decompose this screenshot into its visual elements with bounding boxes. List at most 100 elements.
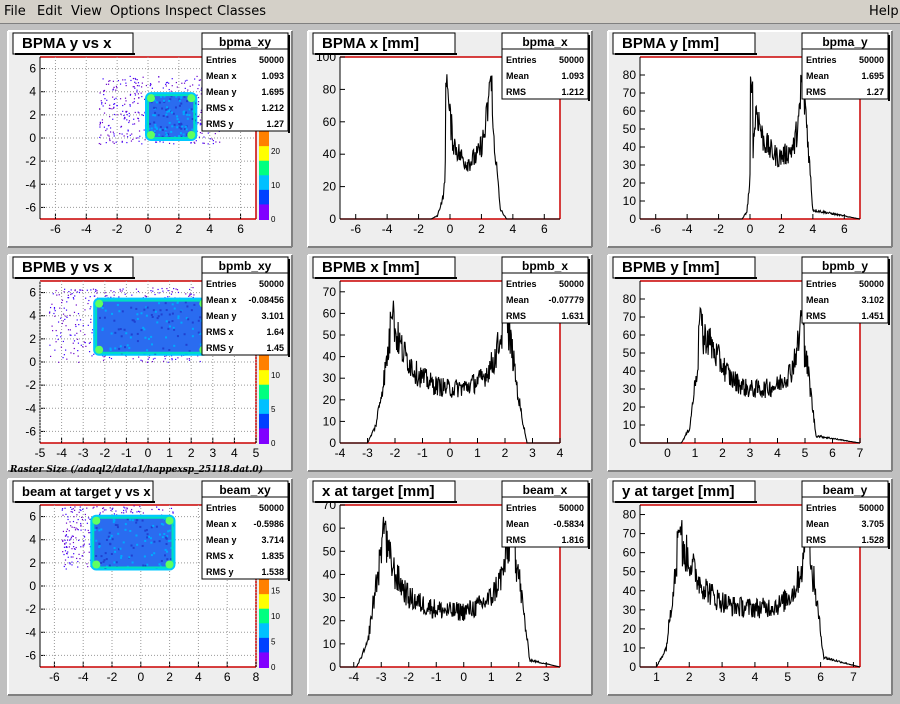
scatter-point — [63, 291, 65, 293]
pad-title-box[interactable]: BPMB y [mm] — [612, 256, 757, 279]
density-cell — [170, 558, 173, 561]
menu-edit[interactable]: Edit — [37, 4, 63, 19]
scatter-point — [128, 121, 130, 124]
density-cell — [168, 121, 171, 124]
scatter-point — [168, 82, 170, 84]
scatter-point — [74, 334, 76, 336]
menu-help[interactable]: Help — [869, 4, 899, 19]
pad-title: x at target [mm] — [322, 483, 435, 500]
scatter-point — [113, 291, 115, 293]
scatter-point — [175, 358, 177, 360]
scatter-point — [209, 138, 211, 140]
pad-title-box[interactable]: BPMA y vs x — [12, 32, 135, 55]
pad-title-box[interactable]: beam at target y vs x — [12, 480, 155, 503]
stats-box[interactable]: bpmb_x Entries 50000 Mean -0.07779 RMS 1.631 — [501, 256, 590, 325]
scatter-point — [65, 534, 68, 536]
y-tick-label: 70 — [623, 527, 637, 541]
scatter-point — [158, 508, 160, 511]
density-cell — [154, 111, 157, 114]
density-cell — [98, 542, 101, 545]
scatter-point — [80, 524, 82, 526]
y-tick-label: 50 — [323, 328, 337, 342]
pad-title-box[interactable]: y at target [mm] — [612, 480, 757, 503]
scatter-point — [199, 119, 202, 121]
menu-file[interactable]: File — [4, 4, 26, 19]
density-cell — [143, 328, 146, 331]
pad-title-box[interactable]: BPMB x [mm] — [312, 256, 457, 279]
y-tick-label: 30 — [623, 603, 637, 617]
density-cell — [192, 110, 195, 113]
stats-box[interactable]: beam_y Entries 50000 Mean 3.705 RMS 1.528 — [801, 480, 890, 549]
scatter-point — [72, 520, 75, 523]
stats-box[interactable]: bpma_xy Entries 50000 Mean x 1.093 Mean y 1.69… — [201, 32, 290, 133]
scatter-point — [111, 508, 113, 511]
scatter-point — [197, 103, 200, 105]
scatter-point — [76, 557, 78, 560]
scatter-point — [112, 96, 114, 98]
scatter-point — [119, 83, 122, 85]
scatter-point — [125, 511, 127, 513]
density-cell — [165, 320, 168, 323]
stats-box[interactable]: beam_x Entries 50000 Mean -0.5834 RMS 1.816 — [501, 480, 590, 549]
pad-title-box[interactable]: BPMA y [mm] — [612, 32, 757, 55]
x-tick-label: 0 — [447, 222, 454, 236]
scatter-point — [121, 140, 123, 142]
pad-bpmb_y[interactable]: 0 1 2 3 4 5 6 7 80 70 60 50 40 30 20 10 0 BPMB y [mm] bpmb… — [607, 254, 893, 472]
scatter-point — [105, 142, 107, 144]
density-cell — [109, 537, 112, 540]
scatter-point — [127, 130, 129, 132]
pad-bpma_y[interactable]: -6 -4 -2 0 2 4 6 80 70 60 50 40 30 20 10 0 BPMA y [mm] bp… — [607, 30, 893, 248]
x-tick-label: -4 — [348, 670, 359, 684]
scatter-point — [88, 532, 90, 534]
scatter-point — [177, 357, 179, 359]
stats-box[interactable]: bpmb_xy Entries 50000 Mean x -0.08456 Mean y 3… — [201, 256, 290, 357]
density-cell — [182, 133, 185, 136]
stats-box-border — [501, 32, 589, 100]
scatter-point — [99, 512, 101, 514]
pad-title-box[interactable]: x at target [mm] — [312, 480, 457, 503]
scatter-point — [197, 96, 200, 99]
y-tick-label: 50 — [623, 122, 637, 136]
pad-title: BPMA y [mm] — [622, 35, 719, 52]
scatter-point — [74, 289, 76, 291]
menu-classes[interactable]: Classes — [217, 4, 266, 19]
scatter-point — [142, 512, 144, 514]
stats-key: RMS x — [206, 551, 234, 561]
menu-view[interactable]: View — [71, 4, 102, 19]
stats-key: RMS — [806, 311, 826, 321]
scatter-point — [81, 289, 84, 291]
pad-title-box[interactable]: BPMA x [mm] — [312, 32, 457, 55]
scatter-point — [64, 535, 67, 537]
menu-inspect[interactable]: Inspect — [165, 4, 213, 19]
scatter-point — [67, 518, 69, 521]
scatter-point — [71, 535, 73, 537]
stats-box[interactable]: bpma_y Entries 50000 Mean 1.695 RMS 1.27 — [801, 32, 890, 101]
x-tick-label: 6 — [224, 670, 231, 684]
pad-bpmb_x[interactable]: -4 -3 -2 -1 0 1 2 3 4 70 60 50 40 30 20 10 0 BPMB x [mm] b… — [307, 254, 593, 472]
scatter-point — [86, 563, 88, 565]
density-cell — [114, 331, 117, 334]
density-cell — [177, 315, 180, 318]
stats-box[interactable]: bpmb_y Entries 50000 Mean 3.102 RMS 1.451 — [801, 256, 890, 325]
palette-label: 10 — [271, 181, 280, 190]
menu-options[interactable]: Options — [110, 4, 161, 19]
stats-box[interactable]: bpma_x Entries 50000 Mean 1.093 RMS 1.212 — [501, 32, 590, 101]
scatter-point — [102, 359, 105, 361]
pad-title-box[interactable]: BPMB y vs x — [12, 256, 135, 279]
density-cell — [154, 310, 157, 313]
scatter-point — [79, 330, 82, 332]
y-tick-label: 6 — [29, 286, 36, 300]
scatter-point — [173, 287, 175, 290]
pad-beam_y[interactable]: 1 2 3 4 5 6 7 80 70 60 50 40 30 20 10 0 y at target [mm]… — [607, 478, 893, 696]
stats-box[interactable]: beam_xy Entries 50000 Mean x -0.5986 Mean y 3.… — [201, 480, 290, 581]
scatter-point — [128, 115, 130, 117]
x-tick-label: 5 — [784, 670, 791, 684]
scatter-point — [132, 138, 134, 140]
